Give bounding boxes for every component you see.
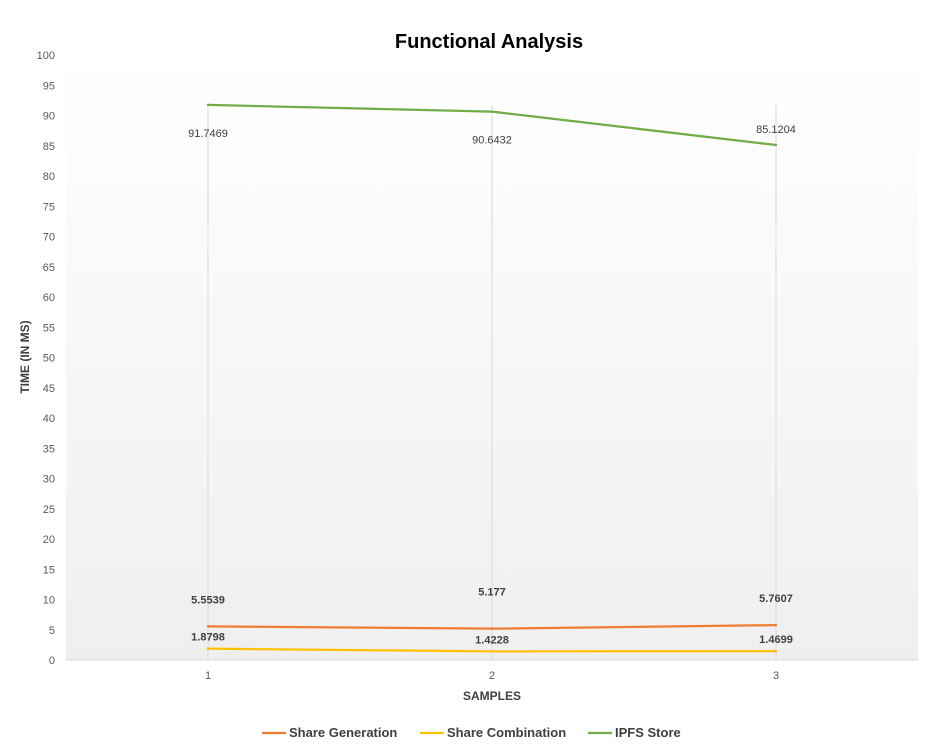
data-label-ipfs-store: 91.7469 [188,128,228,140]
data-label-share-combination: 1.4228 [475,634,509,646]
chart-title: Functional Analysis [395,31,583,53]
x-tick-label: 1 [205,670,211,682]
y-tick-label: 75 [43,201,55,213]
data-label-share-combination: 1.8798 [191,632,225,644]
y-tick-label: 90 [43,111,55,123]
y-tick-label: 10 [43,595,55,607]
x-axis-ticks: 1 2 3 [205,670,779,682]
data-labels: 5.5539 5.177 5.7607 1.8798 1.4228 1.4699 91.74… [188,124,796,646]
x-axis-title: SAMPLES [463,689,521,703]
y-tick-label: 40 [43,413,55,425]
y-tick-label: 95 [43,80,55,92]
data-label-ipfs-store: 90.6432 [472,135,512,147]
data-point-ipfs-store [206,103,210,107]
data-label-share-combination: 1.4699 [759,634,793,646]
y-tick-label: 20 [43,534,55,546]
y-tick-label: 5 [49,625,55,637]
legend-label-share-combination: Share Combination [447,725,566,740]
y-tick-label: 80 [43,171,55,183]
series-lines [206,103,778,653]
data-point-ipfs-store [774,143,778,147]
data-point-ipfs-store [490,110,494,113]
y-tick-label: 35 [43,443,55,455]
x-tick-label: 3 [773,670,779,682]
data-point-share-generation [490,627,494,630]
y-tick-label: 30 [43,474,55,486]
y-tick-label: 60 [43,292,55,304]
data-point-share-combination [490,650,494,653]
y-tick-label: 100 [37,50,55,62]
y-tick-label: 45 [43,383,55,395]
data-point-share-generation [206,625,210,628]
y-tick-label: 50 [43,353,55,365]
legend-label-ipfs-store: IPFS Store [615,725,681,740]
y-axis-title: TIME (IN MS) [18,320,32,393]
y-axis-ticks: 0 5 10 15 20 25 30 35 40 45 50 55 60 65 70 75 80 85 90 95 10… [37,50,55,667]
y-tick-label: 25 [43,504,55,516]
data-label-ipfs-store: 85.1204 [756,124,796,136]
gridlines [207,105,777,660]
legend: Share Generation Share Combination IPFS St… [262,725,681,740]
x-tick-label: 2 [489,670,495,682]
y-tick-label: 55 [43,322,55,334]
y-tick-label: 65 [43,262,55,274]
y-tick-label: 0 [49,655,55,667]
data-label-share-generation: 5.5539 [191,594,225,606]
data-point-share-combination [774,649,778,653]
y-tick-label: 85 [43,141,55,153]
data-label-share-generation: 5.7607 [759,593,793,605]
legend-label-share-generation: Share Generation [289,725,397,740]
y-tick-label: 15 [43,564,55,576]
data-point-share-generation [774,623,778,627]
data-label-share-generation: 5.177 [478,587,506,599]
data-point-share-combination [206,647,210,650]
y-tick-label: 70 [43,232,55,244]
